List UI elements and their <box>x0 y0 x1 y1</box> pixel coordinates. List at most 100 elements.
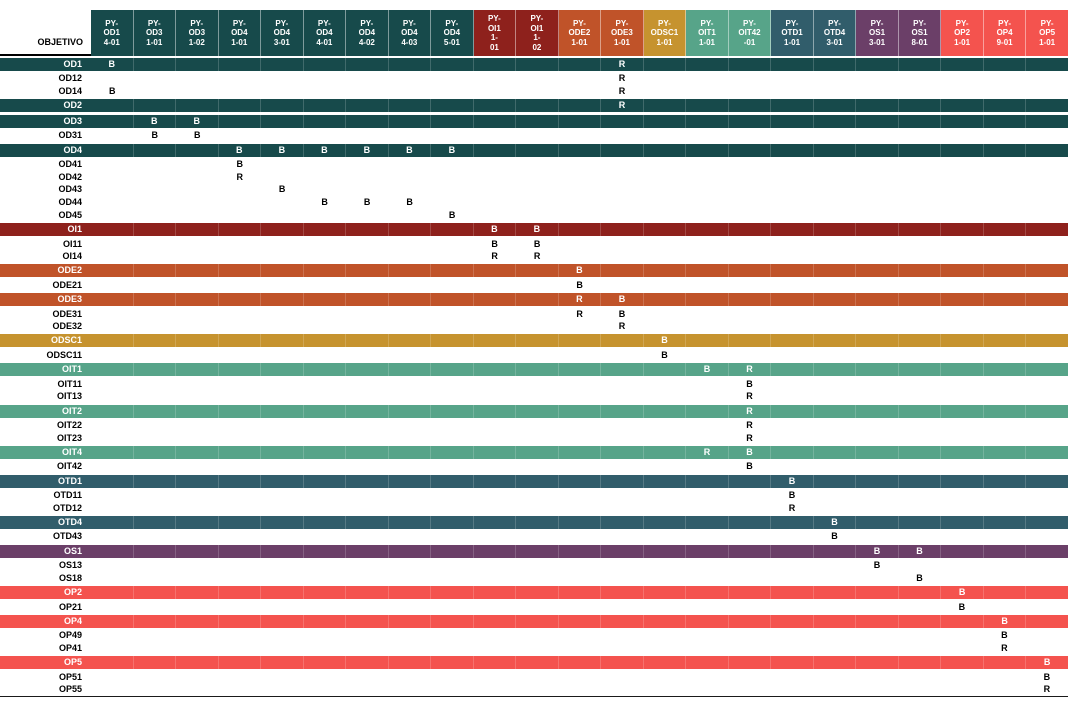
matrix-cell <box>686 474 729 488</box>
matrix-cell <box>643 308 685 321</box>
matrix-cell <box>134 334 177 348</box>
matrix-cell <box>728 683 770 696</box>
matrix-cell <box>346 559 388 572</box>
matrix-cell <box>473 72 515 85</box>
matrix-cell <box>558 629 600 642</box>
row-label: ODSC11 <box>46 349 82 360</box>
matrix-cell <box>771 419 813 432</box>
row-label: OP5 <box>63 657 82 668</box>
matrix-cell-mark: B <box>814 515 857 529</box>
matrix-cell <box>303 209 345 222</box>
matrix-cell <box>728 158 770 171</box>
matrix-cell <box>644 223 687 236</box>
matrix-cell <box>559 334 602 348</box>
matrix-cell <box>516 460 558 473</box>
matrix-cell <box>474 114 517 128</box>
matrix-cell <box>516 158 558 171</box>
matrix-cell-mark: B <box>363 197 371 208</box>
matrix-cell <box>686 293 729 307</box>
matrix-cell <box>941 196 983 209</box>
matrix-cell <box>134 293 177 307</box>
matrix-cell <box>91 378 133 391</box>
matrix-cell <box>91 502 133 515</box>
group-row-bar: OD2 R <box>0 98 1068 112</box>
matrix-cell <box>303 502 345 515</box>
matrix-cell <box>346 238 388 251</box>
matrix-cell <box>686 264 729 278</box>
matrix-cell <box>261 279 303 292</box>
matrix-cell <box>1026 363 1068 376</box>
matrix-cell <box>728 279 770 292</box>
matrix-cell <box>813 171 855 184</box>
matrix-cell <box>346 419 388 432</box>
matrix-cell <box>771 572 813 585</box>
matrix-row-od1: OD1 B R <box>0 56 1068 72</box>
matrix-cell <box>388 129 430 142</box>
matrix-cell <box>388 279 430 292</box>
matrix-cell <box>389 334 432 348</box>
matrix-cell <box>388 530 430 543</box>
matrix-cell <box>728 629 770 642</box>
matrix-cell <box>346 183 388 196</box>
matrix-cell <box>388 349 430 362</box>
matrix-cell <box>303 250 345 263</box>
matrix-cell <box>431 378 473 391</box>
matrix-cell-mark: R <box>1043 684 1051 695</box>
matrix-cell <box>431 85 473 98</box>
matrix-cell <box>303 460 345 473</box>
matrix-cell <box>601 114 644 128</box>
matrix-cell <box>389 656 432 670</box>
matrix-cell <box>643 530 685 543</box>
matrix-cell <box>558 559 600 572</box>
matrix-cell <box>558 642 600 655</box>
column-header-line: 1-01 <box>571 37 588 47</box>
column-header-line: PY- <box>700 18 714 28</box>
matrix-cell <box>771 143 814 157</box>
matrix-cell <box>516 363 559 377</box>
matrix-row-otd12: OTD12 R <box>0 502 1068 515</box>
matrix-row-os18: OS18 B <box>0 572 1068 585</box>
matrix-cell <box>388 489 430 502</box>
matrix-cell <box>261 98 304 112</box>
matrix-cell <box>134 57 177 71</box>
matrix-cell <box>303 279 345 292</box>
matrix-cell <box>134 614 177 628</box>
matrix-cell <box>856 264 899 278</box>
group-row-bar: ODE2 B <box>0 264 1068 278</box>
matrix-cell <box>474 586 517 599</box>
row-label: OD3 <box>63 115 82 126</box>
matrix-cell <box>473 183 515 196</box>
matrix-cell <box>771 586 814 599</box>
matrix-cell <box>516 129 558 142</box>
objective-project-matrix: OBJETIVO PY- OD1 4-01 PY- OD3 1-01 PY- OD3 1-02 P… <box>0 10 1068 697</box>
matrix-cell <box>473 378 515 391</box>
matrix-cell <box>856 460 898 473</box>
matrix-cell <box>261 250 303 263</box>
column-header-line: 1-01 <box>698 37 715 47</box>
column-header-line: PY- <box>402 18 416 28</box>
matrix-cell <box>91 544 134 558</box>
matrix-cell <box>261 320 303 333</box>
row-label: OIT13 <box>56 391 82 402</box>
matrix-cell <box>91 209 133 222</box>
matrix-cell-mark: B <box>729 445 772 459</box>
matrix-cell <box>516 642 558 655</box>
matrix-cell <box>728 502 770 515</box>
matrix-row-op21: OP21 B <box>0 601 1068 614</box>
matrix-cell <box>771 404 814 418</box>
matrix-cell <box>559 656 602 670</box>
matrix-cell <box>856 72 898 85</box>
matrix-cell <box>898 671 940 684</box>
matrix-cell <box>984 656 1027 670</box>
matrix-cell <box>303 85 345 98</box>
matrix-cell <box>814 363 857 377</box>
matrix-cell <box>388 72 430 85</box>
matrix-cell <box>558 502 600 515</box>
matrix-cell <box>261 334 304 348</box>
matrix-cell <box>516 378 558 391</box>
matrix-cell-mark: B <box>576 279 583 290</box>
matrix-cell <box>218 432 260 445</box>
column-header-line: PY- <box>317 18 331 28</box>
matrix-cell-mark: R <box>236 171 243 182</box>
matrix-cell-mark: R <box>533 251 541 262</box>
